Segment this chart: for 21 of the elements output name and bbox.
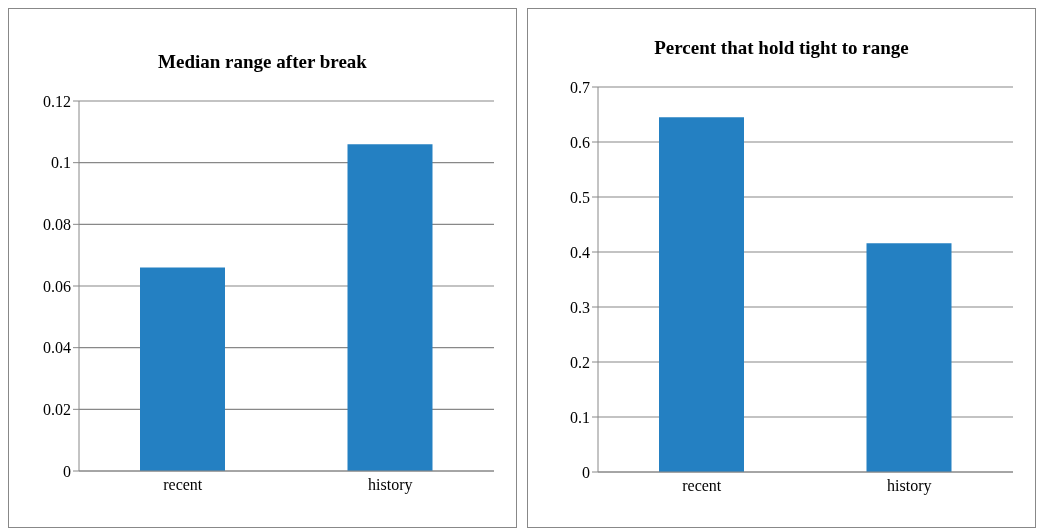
y-tick-label: 0.08 bbox=[43, 216, 71, 234]
y-tick-label: 0.06 bbox=[43, 277, 71, 295]
y-tick-label: 0.1 bbox=[570, 408, 590, 426]
y-tick-label: 0.5 bbox=[570, 188, 590, 206]
x-tick-label: recent bbox=[682, 477, 722, 495]
chart-title: Percent that hold tight to range bbox=[653, 37, 910, 60]
y-tick-label: 0.12 bbox=[43, 92, 71, 110]
chart-title: Median range after break bbox=[157, 51, 368, 74]
y-tick-label: 0.1 bbox=[51, 154, 71, 172]
y-tick-label: 0.02 bbox=[43, 401, 71, 419]
y-tick-label: 0.6 bbox=[570, 133, 590, 151]
x-tick-label: history bbox=[887, 477, 932, 496]
y-tick-label: 0.7 bbox=[570, 78, 590, 96]
y-tick-label: 0.04 bbox=[43, 339, 71, 357]
y-tick-label: 0 bbox=[63, 462, 71, 480]
y-tick-label: 0.4 bbox=[570, 243, 590, 261]
x-tick-label: recent bbox=[163, 476, 203, 494]
y-tick-label: 0 bbox=[582, 463, 590, 481]
y-tick-label: 0.2 bbox=[570, 353, 590, 371]
x-tick-label: history bbox=[368, 476, 413, 495]
y-tick-label: 0.3 bbox=[570, 298, 590, 316]
